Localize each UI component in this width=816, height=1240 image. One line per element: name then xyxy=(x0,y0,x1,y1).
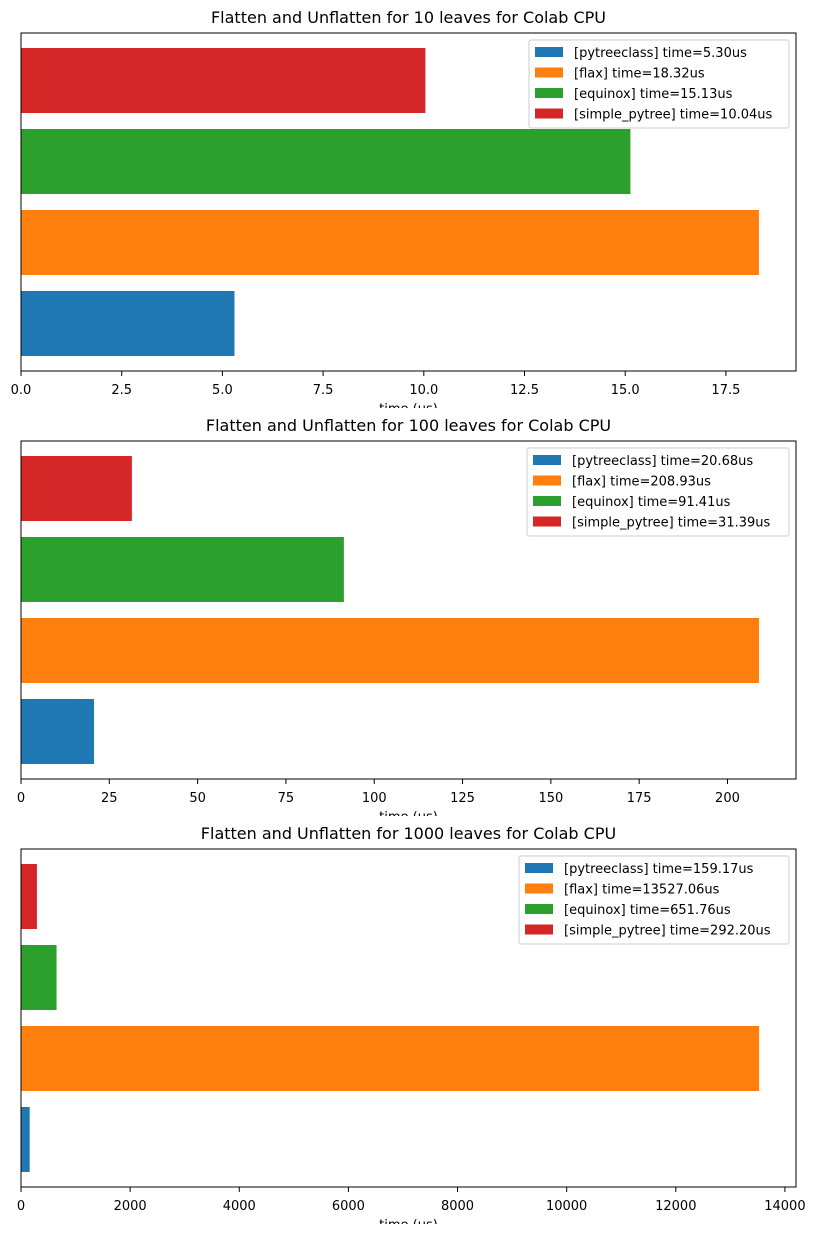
legend-swatch xyxy=(525,904,553,914)
legend-label: [simple_pytree] time=31.39us xyxy=(572,516,771,531)
x-tick-label: 10000 xyxy=(546,1199,587,1214)
axes-frame xyxy=(20,440,797,780)
x-tick-label: 150 xyxy=(538,791,563,806)
x-tick-label: 0.0 xyxy=(11,383,32,398)
x-axis-label: time (us) xyxy=(379,1218,438,1224)
legend-swatch xyxy=(525,883,553,894)
legend-swatch xyxy=(533,475,561,486)
legend: [pytreeclass] time=20.68us [flax] time=20… xyxy=(526,447,790,537)
legend: [pytreeclass] time=159.17us [flax] time=1… xyxy=(518,855,790,945)
x-tick-label: 0 xyxy=(17,1199,25,1214)
x-tick-label: 15.0 xyxy=(611,383,640,398)
bar-simple_pytree xyxy=(21,456,132,521)
bar-flax xyxy=(21,210,759,275)
axes-frame xyxy=(20,848,797,1188)
legend-label: [simple_pytree] time=292.20us xyxy=(564,924,771,939)
x-tick-label: 200 xyxy=(715,791,740,806)
x-tick-label: 2.5 xyxy=(111,383,132,398)
legend-label: [flax] time=208.93us xyxy=(572,475,711,490)
chart-svg: Flatten and Unflatten for 10 leaves for … xyxy=(11,8,797,417)
legend-label: [equinox] time=91.41us xyxy=(572,495,731,510)
legend-label: [equinox] time=15.13us xyxy=(574,87,733,102)
x-tick-label: 8000 xyxy=(441,1199,474,1214)
bar-equinox xyxy=(21,129,631,194)
x-tick-label: 7.5 xyxy=(313,383,334,398)
chart-title: Flatten and Unflatten for 100 leaves for… xyxy=(206,416,611,435)
legend-swatch xyxy=(525,924,553,935)
legend-label: [flax] time=18.32us xyxy=(574,67,705,82)
x-tick-label: 50 xyxy=(189,791,206,806)
x-tick-label: 12000 xyxy=(655,1199,696,1214)
x-tick-label: 6000 xyxy=(332,1199,365,1214)
x-tick-label: 2000 xyxy=(114,1199,147,1214)
legend-swatch xyxy=(535,67,563,78)
x-tick-label: 12.5 xyxy=(510,383,539,398)
bar-pytreeclass xyxy=(21,291,235,356)
x-tick-label: 25 xyxy=(101,791,118,806)
bar-equinox xyxy=(21,945,57,1010)
axes-frame xyxy=(20,32,797,372)
x-tick-label: 17.5 xyxy=(711,383,740,398)
x-tick-label: 125 xyxy=(450,791,475,806)
legend-label: [flax] time=13527.06us xyxy=(564,883,720,898)
x-tick-label: 5.0 xyxy=(212,383,233,398)
chart-panel-2: Flatten and Unflatten for 100 leaves for… xyxy=(0,408,816,825)
legend-label: [pytreeclass] time=159.17us xyxy=(564,862,754,877)
chart-panel-1: Flatten and Unflatten for 10 leaves for … xyxy=(0,0,816,417)
x-tick-label: 100 xyxy=(362,791,387,806)
x-tick-label: 14000 xyxy=(764,1199,805,1214)
legend-swatch xyxy=(535,47,563,57)
legend-swatch xyxy=(533,496,561,506)
chart-panel-3: Flatten and Unflatten for 1000 leaves fo… xyxy=(0,816,816,1233)
legend-label: [equinox] time=651.76us xyxy=(564,903,731,918)
bar-pytreeclass xyxy=(21,1107,30,1172)
bar-flax xyxy=(21,618,760,683)
x-tick-label: 0 xyxy=(17,791,25,806)
legend: [pytreeclass] time=5.30us [flax] time=18.… xyxy=(528,39,790,129)
legend-swatch xyxy=(533,455,561,465)
chart-title: Flatten and Unflatten for 1000 leaves fo… xyxy=(201,824,616,843)
chart-svg: Flatten and Unflatten for 1000 leaves fo… xyxy=(17,824,806,1233)
x-tick-label: 175 xyxy=(627,791,652,806)
x-tick-label: 10.0 xyxy=(409,383,438,398)
chart-svg: Flatten and Unflatten for 100 leaves for… xyxy=(17,416,797,825)
bar-pytreeclass xyxy=(21,699,95,764)
legend-label: [simple_pytree] time=10.04us xyxy=(574,108,773,123)
x-tick-label: 4000 xyxy=(223,1199,256,1214)
bar-simple_pytree xyxy=(21,864,37,929)
legend-swatch xyxy=(525,863,553,873)
chart-title: Flatten and Unflatten for 10 leaves for … xyxy=(211,8,606,27)
bar-flax xyxy=(21,1026,760,1091)
x-tick-label: 75 xyxy=(278,791,295,806)
legend-swatch xyxy=(535,88,563,98)
legend-label: [pytreeclass] time=5.30us xyxy=(574,46,747,61)
legend-swatch xyxy=(535,108,563,119)
legend-swatch xyxy=(533,516,561,527)
bar-simple_pytree xyxy=(21,48,426,113)
legend-label: [pytreeclass] time=20.68us xyxy=(572,454,753,469)
bar-equinox xyxy=(21,537,344,602)
